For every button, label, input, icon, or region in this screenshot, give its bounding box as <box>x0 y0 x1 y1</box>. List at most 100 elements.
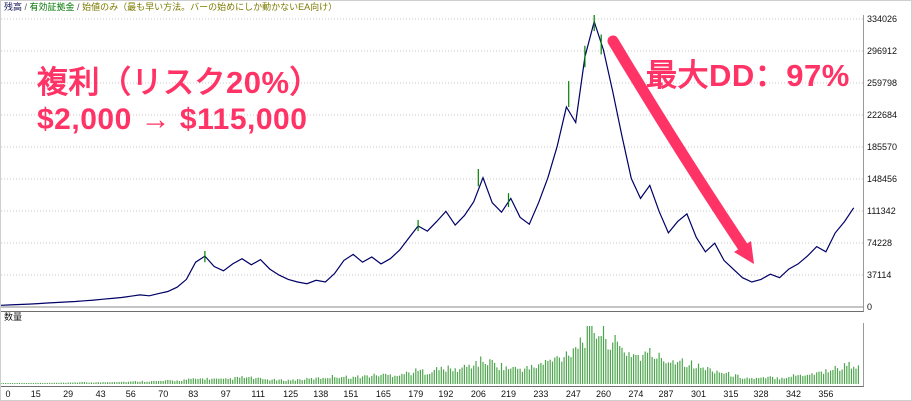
volume-bar <box>283 380 285 384</box>
x-axis-label: 125 <box>283 389 299 399</box>
volume-bar <box>769 376 771 384</box>
volume-bar <box>751 378 753 384</box>
volume-bar <box>667 362 669 384</box>
volume-bar <box>21 383 23 384</box>
y-axis-label: 259798 <box>867 78 898 88</box>
volume-bar <box>857 365 859 384</box>
volume-bar <box>211 378 213 384</box>
volume-bar <box>389 374 391 384</box>
x-axis-label: 328 <box>753 389 769 399</box>
x-axis-label: 97 <box>220 389 231 399</box>
volume-bar <box>507 369 510 384</box>
volume-bar <box>352 376 354 384</box>
volume-bar <box>438 370 440 384</box>
volume-bar <box>222 378 225 384</box>
volume-bar <box>100 382 102 384</box>
volume-bar <box>779 379 781 384</box>
volume-bar <box>322 377 324 384</box>
volume-bar <box>748 378 751 384</box>
volume-bar <box>324 378 326 384</box>
volume-bar <box>853 366 855 384</box>
volume-bar <box>818 371 820 384</box>
volume-bar <box>582 342 584 384</box>
volume-bar <box>271 379 273 384</box>
volume-bar <box>635 355 637 384</box>
volume-bar <box>204 379 206 384</box>
volume-bar <box>598 336 600 384</box>
volume-bar <box>137 381 139 384</box>
volume-bar <box>345 375 347 384</box>
volume-bar <box>533 367 535 384</box>
volume-bar <box>695 368 697 384</box>
volume-bar <box>304 379 306 384</box>
volume-bar <box>855 368 857 384</box>
volume-bar <box>804 375 806 384</box>
volume-bar <box>67 382 69 384</box>
volume-bar <box>500 363 503 384</box>
volume-bar <box>633 354 635 384</box>
volume-bar <box>735 374 737 384</box>
volume-bar <box>236 376 238 384</box>
annotation-max-drawdown: 最大DD：97% <box>646 58 850 93</box>
volume-bar <box>14 383 16 384</box>
volume-bar <box>396 376 398 384</box>
volume-bar <box>243 378 245 384</box>
volume-bar <box>512 367 514 384</box>
volume-bar <box>663 361 665 384</box>
volume-bar <box>468 364 470 384</box>
volume-bar <box>403 374 405 384</box>
volume-bar <box>788 377 790 384</box>
volume-bar <box>181 381 183 384</box>
volume-bar <box>816 372 818 384</box>
volume-bar <box>549 359 551 384</box>
volume-bar <box>677 362 679 384</box>
volume-bar <box>690 360 693 384</box>
volume-bar <box>568 355 570 384</box>
volume-bar <box>572 348 574 384</box>
volume-bar <box>297 379 299 384</box>
x-axis: 0 15 29 43 56 70 83 97 111 125 138 151 165 179 192 206 2… <box>1 387 863 400</box>
volume-bar <box>408 372 410 384</box>
volume-bar <box>737 374 739 384</box>
volume-bar <box>440 366 442 384</box>
y-axis-label: 334026 <box>867 14 898 24</box>
volume-bar <box>612 342 614 384</box>
volume-chart-pane <box>1 323 864 387</box>
x-axis-label: 342 <box>785 389 801 399</box>
x-axis-label: 206 <box>470 389 486 399</box>
volume-bar <box>144 381 146 384</box>
volume-bar <box>315 377 317 384</box>
volume-bar <box>338 378 340 384</box>
volume-bar <box>714 373 716 384</box>
volume-bar <box>341 377 343 384</box>
volume-bar <box>107 382 109 384</box>
volume-bar <box>134 381 136 384</box>
volume-bar <box>665 363 667 384</box>
volume-bar <box>658 352 660 384</box>
x-axis-label: 247 <box>565 389 581 399</box>
volume-bar <box>653 358 656 384</box>
volume-bar <box>630 357 632 384</box>
volume-bar <box>646 352 649 384</box>
volume-bar <box>644 351 646 384</box>
volume-bar <box>155 381 157 384</box>
volume-bar <box>93 382 95 384</box>
volume-bar <box>637 355 639 384</box>
volume-bar <box>350 378 352 384</box>
x-axis-label: 0 <box>5 389 11 399</box>
volume-bar <box>76 382 79 384</box>
volume-bar <box>141 380 143 384</box>
volume-bar <box>830 370 832 384</box>
volume-bar <box>183 379 185 384</box>
x-axis-label: 179 <box>408 389 424 399</box>
volume-bar <box>285 381 287 384</box>
volume-bar <box>39 382 41 384</box>
volume-bar <box>111 382 113 384</box>
volume-bar <box>5 383 7 384</box>
volume-bar <box>477 366 479 384</box>
volume-bar <box>709 368 711 384</box>
volume-bar <box>9 383 11 384</box>
volume-bar <box>470 368 472 384</box>
volume-bar <box>329 378 331 384</box>
volume-bar <box>130 381 132 384</box>
